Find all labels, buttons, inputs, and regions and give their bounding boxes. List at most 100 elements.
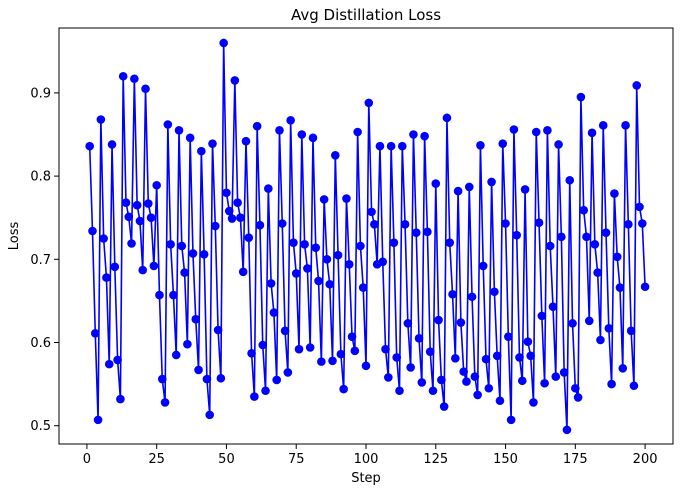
data-point	[529, 398, 538, 407]
data-point	[425, 347, 435, 356]
data-point	[157, 374, 167, 384]
data-point	[107, 140, 117, 149]
data-point	[169, 290, 178, 300]
data-point	[610, 189, 619, 198]
data-point	[375, 141, 385, 151]
data-point	[464, 182, 474, 192]
data-point	[124, 212, 134, 222]
data-point	[520, 185, 530, 194]
data-point	[144, 199, 153, 208]
data-point	[350, 346, 360, 356]
data-point	[593, 268, 602, 277]
data-point	[423, 227, 432, 237]
data-point	[99, 234, 108, 243]
data-point	[194, 365, 203, 375]
data-point	[216, 373, 226, 383]
x-tick-label: 125	[423, 452, 448, 467]
data-point	[325, 279, 335, 289]
data-point	[197, 146, 206, 156]
x-tick-label: 75	[288, 452, 305, 467]
data-point	[431, 179, 441, 188]
data-point	[202, 374, 212, 384]
data-point	[244, 233, 254, 242]
data-point	[448, 289, 457, 299]
data-point	[152, 180, 161, 190]
data-point	[434, 315, 443, 325]
data-point	[314, 276, 323, 286]
data-point	[515, 353, 524, 362]
data-point	[132, 200, 142, 210]
x-tick-label: 100	[354, 452, 379, 467]
data-point	[230, 76, 240, 85]
data-point	[621, 121, 630, 130]
data-point	[339, 384, 348, 394]
data-point	[333, 250, 343, 260]
data-point	[353, 127, 362, 137]
data-point	[437, 375, 446, 385]
data-point	[291, 269, 301, 278]
data-point	[473, 390, 482, 400]
data-point	[308, 133, 318, 143]
data-point	[428, 386, 438, 396]
data-point	[90, 329, 100, 338]
data-point	[280, 326, 290, 336]
data-point	[344, 259, 354, 269]
data-point	[356, 241, 365, 251]
data-point	[361, 361, 371, 371]
data-point	[116, 394, 125, 404]
data-point	[470, 372, 480, 381]
data-point	[545, 241, 555, 251]
data-point	[277, 219, 287, 228]
data-point	[534, 218, 544, 227]
data-point	[130, 74, 139, 84]
data-point	[590, 240, 600, 249]
data-point	[289, 238, 298, 247]
data-point	[347, 332, 357, 341]
data-point	[328, 356, 337, 366]
data-point	[149, 261, 159, 271]
data-point	[135, 216, 145, 226]
data-point	[322, 254, 332, 264]
data-point	[414, 334, 424, 343]
data-point	[576, 92, 586, 102]
x-tick-label: 200	[633, 452, 658, 467]
data-point	[342, 194, 351, 203]
data-point	[395, 386, 404, 396]
data-point	[210, 221, 220, 231]
data-point	[205, 410, 215, 420]
data-point	[506, 415, 516, 425]
data-point	[113, 355, 122, 365]
data-point	[420, 131, 429, 141]
chart-title: Avg Distillation Loss	[291, 6, 441, 24]
data-point	[227, 214, 237, 223]
data-point	[381, 344, 390, 354]
data-point	[384, 373, 393, 382]
data-point	[453, 186, 463, 196]
x-tick-label: 25	[148, 452, 165, 467]
data-point	[562, 425, 572, 435]
data-point	[155, 290, 164, 300]
y-tick-label: 0.5	[30, 419, 51, 434]
data-point	[88, 226, 97, 236]
x-axis-label: Step	[351, 471, 381, 486]
data-point	[272, 375, 281, 385]
data-point	[548, 302, 558, 312]
data-point	[467, 292, 477, 302]
data-point	[252, 121, 262, 131]
data-point	[612, 252, 622, 262]
data-point	[442, 113, 452, 123]
data-point	[573, 393, 583, 402]
data-point	[587, 128, 597, 138]
data-point	[601, 228, 611, 237]
data-point	[568, 319, 577, 328]
data-point	[551, 372, 561, 381]
data-point	[127, 239, 136, 248]
data-point	[559, 368, 569, 377]
data-point	[269, 308, 279, 317]
data-point	[509, 125, 519, 134]
data-point	[336, 349, 346, 359]
plot-area-frame	[58, 27, 674, 445]
data-point	[417, 378, 427, 387]
data-point	[258, 340, 268, 350]
y-tick-label: 0.6	[30, 336, 51, 351]
